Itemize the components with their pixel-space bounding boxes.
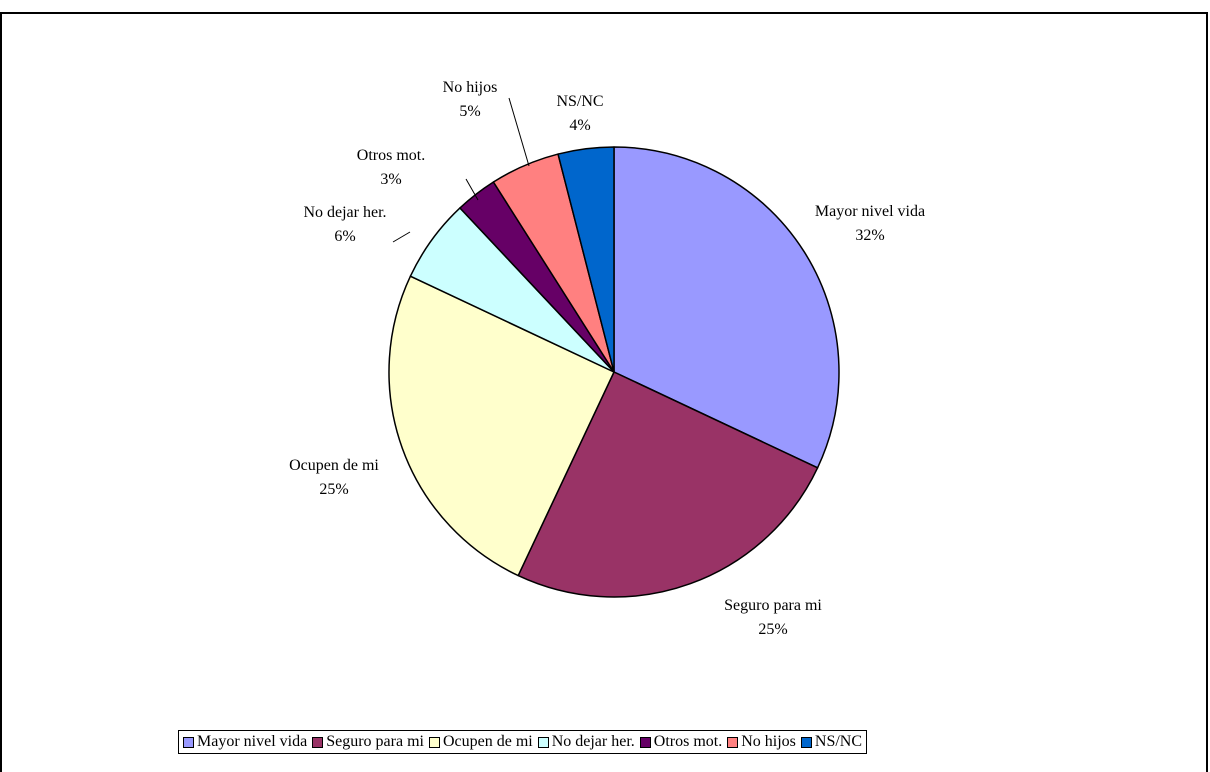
legend-swatch-no-dejar-her xyxy=(538,737,549,748)
leader-line-no-hijos xyxy=(509,98,529,166)
chart-legend: Mayor nivel vida Seguro para mi Ocupen de … xyxy=(178,730,867,754)
slice-value-no-dejar-her: 6% xyxy=(334,228,355,245)
legend-label-seguro-para-mi: Seguro para mi xyxy=(326,733,424,751)
slice-value-mayor-nivel-vida: 32% xyxy=(855,227,884,244)
legend-label-ns-nc: NS/NC xyxy=(815,733,862,751)
legend-label-mayor-nivel-vida: Mayor nivel vida xyxy=(197,733,307,751)
legend-item-no-hijos: No hijos xyxy=(727,733,796,751)
legend-label-no-dejar-her: No dejar her. xyxy=(552,733,635,751)
legend-label-no-hijos: No hijos xyxy=(741,733,796,751)
legend-item-mayor-nivel-vida: Mayor nivel vida xyxy=(183,733,307,751)
legend-item-no-dejar-her: No dejar her. xyxy=(538,733,635,751)
legend-item-seguro-para-mi: Seguro para mi xyxy=(312,733,424,751)
legend-swatch-ocupen-de-mi xyxy=(429,737,440,748)
legend-item-ocupen-de-mi: Ocupen de mi xyxy=(429,733,533,751)
slice-value-seguro-para-mi: 25% xyxy=(758,621,787,638)
slice-label-no-dejar-her: No dejar her. xyxy=(303,204,386,221)
slice-value-ocupen-de-mi: 25% xyxy=(319,481,348,498)
legend-item-otros-mot: Otros mot. xyxy=(640,733,722,751)
legend-label-otros-mot: Otros mot. xyxy=(654,733,722,751)
legend-swatch-no-hijos xyxy=(727,737,738,748)
legend-swatch-seguro-para-mi xyxy=(312,737,323,748)
legend-item-ns-nc: NS/NC xyxy=(801,733,862,751)
pie-chart: Mayor nivel vida 32% Seguro para mi 25% Ocup… xyxy=(0,0,1210,730)
legend-swatch-mayor-nivel-vida xyxy=(183,737,194,748)
slice-label-ns-nc: NS/NC xyxy=(556,93,603,110)
slice-value-no-hijos: 5% xyxy=(459,103,480,120)
slice-label-mayor-nivel-vida: Mayor nivel vida xyxy=(815,203,925,220)
leader-line-no-dejar-her xyxy=(393,232,410,242)
slice-value-ns-nc: 4% xyxy=(569,117,590,134)
legend-swatch-otros-mot xyxy=(640,737,651,748)
legend-swatch-ns-nc xyxy=(801,737,812,748)
slice-label-otros-mot: Otros mot. xyxy=(357,147,425,164)
slice-value-otros-mot: 3% xyxy=(380,171,401,188)
legend-label-ocupen-de-mi: Ocupen de mi xyxy=(443,733,533,751)
slice-label-seguro-para-mi: Seguro para mi xyxy=(724,597,822,614)
slice-label-no-hijos: No hijos xyxy=(443,79,498,96)
slice-label-ocupen-de-mi: Ocupen de mi xyxy=(289,457,379,474)
